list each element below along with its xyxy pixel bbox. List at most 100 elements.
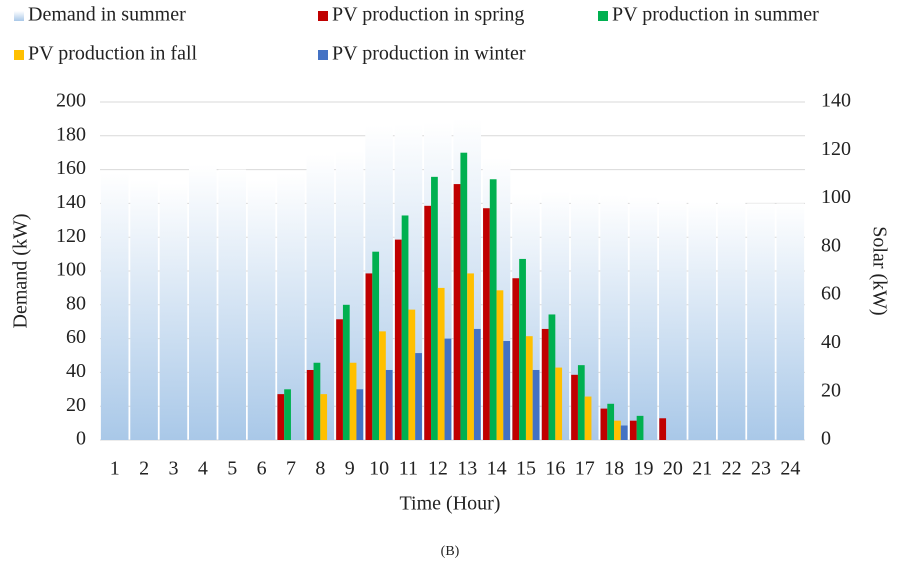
x-axis-label: Time (Hour) bbox=[400, 493, 501, 515]
y2-tick-label: 0 bbox=[821, 428, 831, 450]
bar bbox=[555, 367, 563, 440]
x-tick-label: 23 bbox=[751, 458, 771, 480]
demand-bar bbox=[100, 172, 129, 441]
bar bbox=[379, 331, 386, 440]
x-tick-label: 11 bbox=[399, 458, 418, 480]
legend-marker bbox=[318, 11, 328, 21]
legend-marker bbox=[598, 11, 608, 21]
legend-label: PV production in summer bbox=[612, 4, 819, 26]
x-tick-label: 18 bbox=[604, 458, 624, 480]
x-tick-label: 5 bbox=[227, 458, 237, 480]
bar bbox=[444, 338, 452, 440]
legend-label: PV production in winter bbox=[332, 43, 526, 65]
x-tick-label: 13 bbox=[457, 458, 477, 480]
bar bbox=[607, 403, 615, 440]
bar bbox=[571, 374, 578, 440]
bar bbox=[372, 251, 380, 440]
x-tick-label: 6 bbox=[257, 458, 267, 480]
demand-bar bbox=[717, 201, 746, 440]
x-tick-label: 20 bbox=[663, 458, 683, 480]
bar bbox=[336, 319, 343, 440]
bar bbox=[460, 152, 468, 440]
demand-bar bbox=[159, 183, 188, 440]
x-tick-label: 14 bbox=[487, 458, 507, 480]
y-tick-label: 180 bbox=[56, 123, 86, 145]
bar bbox=[496, 290, 504, 440]
demand-bar bbox=[629, 196, 658, 440]
bar bbox=[284, 389, 291, 440]
y-tick-label: 120 bbox=[56, 225, 86, 247]
legend-marker bbox=[14, 11, 24, 21]
bar bbox=[401, 215, 409, 440]
demand-bar bbox=[688, 201, 716, 440]
bar bbox=[600, 408, 608, 440]
y-tick-label: 100 bbox=[56, 259, 86, 281]
demand-bar bbox=[600, 194, 628, 440]
x-tick-label: 9 bbox=[345, 458, 355, 480]
bar bbox=[320, 394, 328, 440]
x-tick-label: 10 bbox=[369, 458, 389, 480]
bar bbox=[342, 304, 350, 440]
x-tick-label: 15 bbox=[516, 458, 536, 480]
bar bbox=[659, 418, 667, 440]
legend-marker bbox=[14, 50, 24, 60]
bar bbox=[408, 309, 416, 440]
bar bbox=[394, 239, 402, 440]
bar bbox=[532, 369, 540, 440]
bar bbox=[385, 369, 393, 440]
x-tick-label: 1 bbox=[110, 458, 120, 480]
y2-tick-label: 120 bbox=[821, 138, 851, 160]
subtitle: (B) bbox=[441, 544, 460, 559]
bar bbox=[431, 176, 438, 441]
x-tick-label: 3 bbox=[168, 458, 178, 480]
bar bbox=[629, 420, 637, 440]
y2-axis-label: Solar (kW) bbox=[868, 226, 890, 315]
y-axis-label: Demand (kW) bbox=[10, 214, 32, 329]
y2-tick-label: 140 bbox=[821, 90, 851, 112]
y2-tick-label: 80 bbox=[821, 234, 841, 256]
bar bbox=[424, 205, 432, 440]
bar bbox=[365, 273, 373, 440]
y2-tick-label: 20 bbox=[821, 379, 841, 401]
bar bbox=[503, 341, 511, 440]
y-tick-label: 160 bbox=[56, 157, 86, 179]
demand-bar bbox=[218, 169, 246, 440]
demand-bar bbox=[747, 203, 775, 440]
bar bbox=[473, 328, 481, 440]
bar bbox=[277, 394, 285, 440]
bar bbox=[349, 362, 357, 440]
bar bbox=[512, 278, 520, 440]
x-tick-label: 2 bbox=[139, 458, 149, 480]
y-tick-label: 40 bbox=[66, 360, 86, 382]
x-tick-label: 8 bbox=[315, 458, 325, 480]
y-tick-label: 0 bbox=[76, 428, 86, 450]
bar bbox=[636, 415, 644, 440]
bar bbox=[306, 369, 314, 440]
x-tick-label: 4 bbox=[198, 458, 208, 480]
demand-bar bbox=[659, 200, 687, 440]
legend-marker bbox=[318, 50, 328, 60]
x-tick-label: 21 bbox=[692, 458, 712, 480]
demand-bar bbox=[130, 179, 158, 441]
y-tick-label: 20 bbox=[66, 394, 86, 416]
bar bbox=[577, 365, 585, 440]
x-tick-label: 7 bbox=[286, 458, 296, 480]
bar bbox=[437, 287, 445, 440]
bar bbox=[415, 353, 422, 440]
bar bbox=[620, 425, 628, 440]
legend-label: Demand in summer bbox=[28, 4, 186, 26]
x-tick-label: 16 bbox=[545, 458, 565, 480]
demand-bar bbox=[189, 164, 217, 440]
bar bbox=[584, 396, 592, 440]
bar bbox=[541, 328, 549, 440]
y2-tick-label: 60 bbox=[821, 283, 841, 305]
y2-tick-label: 100 bbox=[821, 186, 851, 208]
bar bbox=[467, 273, 474, 440]
y2-tick-label: 40 bbox=[821, 331, 841, 353]
bar bbox=[483, 208, 490, 440]
x-tick-label: 24 bbox=[780, 458, 800, 480]
bar bbox=[614, 420, 621, 440]
bar bbox=[313, 362, 321, 440]
x-tick-label: 12 bbox=[428, 458, 448, 480]
